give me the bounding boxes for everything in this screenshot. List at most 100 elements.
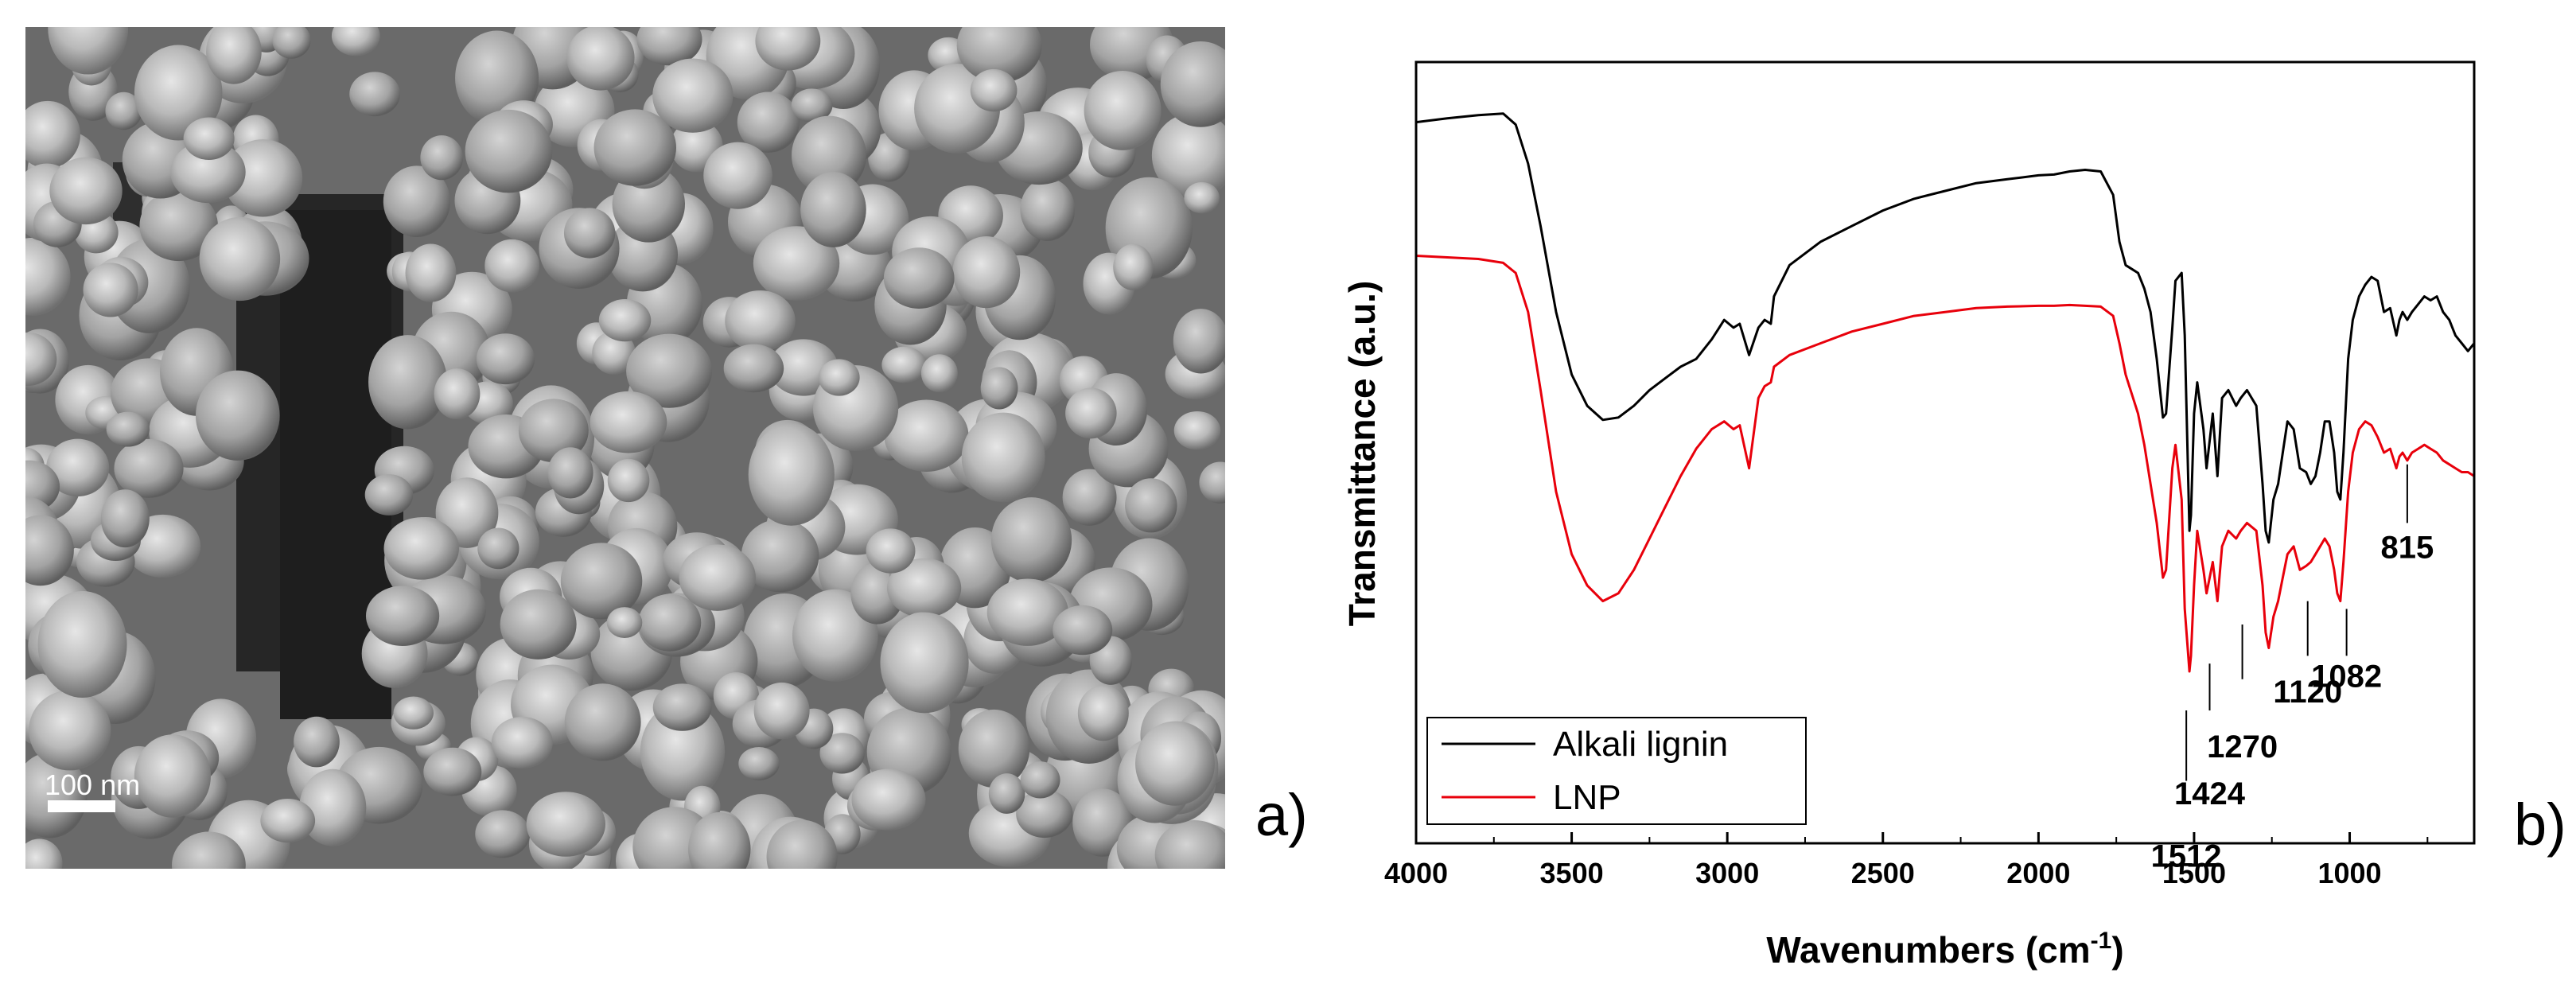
sem-particle xyxy=(753,682,810,740)
x-tick-label-2000: 2000 xyxy=(2006,857,2070,889)
sem-particle xyxy=(476,333,535,385)
x-tick-label-2500: 2500 xyxy=(1851,857,1915,889)
sem-particle xyxy=(484,239,540,293)
sem-particle xyxy=(766,819,838,869)
x-axis-ticks: 4000 3500 3000 2500 2000 1500 1000 xyxy=(1384,832,2429,889)
sem-particle xyxy=(491,716,553,769)
sem-particle xyxy=(791,115,866,195)
legend-box xyxy=(1426,717,1807,825)
sem-particle xyxy=(294,716,340,768)
sem-particle xyxy=(607,458,650,503)
sem-particle xyxy=(636,27,702,66)
sem-particle xyxy=(365,586,440,646)
sem-particle xyxy=(1184,181,1220,214)
sem-particle xyxy=(958,709,1030,788)
sem-particle xyxy=(791,88,833,123)
sem-particle xyxy=(364,474,414,516)
plot-frame xyxy=(1414,60,2476,845)
sem-particle xyxy=(1173,411,1221,450)
panel-label-a: a) xyxy=(1255,782,1308,848)
sem-particle xyxy=(741,519,819,593)
sem-particle xyxy=(1065,387,1117,439)
sem-particle xyxy=(134,734,211,818)
x-axis-label-unit-sup: -1 xyxy=(2091,928,2112,954)
sem-particle xyxy=(1020,177,1076,241)
sem-particle xyxy=(1154,820,1225,869)
sem-particle xyxy=(195,370,280,461)
sem-particle xyxy=(405,243,457,302)
sem-particle xyxy=(547,447,593,499)
sem-particle xyxy=(638,593,702,652)
legend-label-alkali-lignin: Alkali lignin xyxy=(1553,725,1728,764)
sem-particle xyxy=(1160,41,1225,127)
sem-particle xyxy=(25,100,80,169)
sem-particle xyxy=(48,27,129,75)
sem-particle xyxy=(393,696,434,730)
sem-particle xyxy=(920,354,958,393)
peak-label-1424: 1424 xyxy=(2174,776,2246,811)
sem-particle xyxy=(272,27,311,59)
sem-particle xyxy=(738,747,780,780)
sem-particle xyxy=(434,368,481,420)
sem-particle xyxy=(368,335,447,430)
sem-particle xyxy=(564,683,641,761)
sem-particle xyxy=(593,109,676,186)
sem-particle xyxy=(260,799,316,843)
x-tick-label-1000: 1000 xyxy=(2317,857,2381,889)
sem-particle xyxy=(139,189,218,262)
sem-particle xyxy=(25,332,57,387)
sem-particle xyxy=(223,139,303,217)
sem-particle xyxy=(881,346,927,383)
sem-particle xyxy=(331,27,380,56)
x-tick-label-3500: 3500 xyxy=(1540,857,1604,889)
series-layer xyxy=(1415,112,2476,673)
legend-label-lnp: LNP xyxy=(1553,778,1621,817)
sem-particle xyxy=(970,68,1018,112)
sem-particle xyxy=(988,773,1025,814)
sem-particle xyxy=(748,423,835,526)
sem-particle xyxy=(723,344,784,393)
sem-particle xyxy=(566,27,635,91)
sem-particle xyxy=(1173,309,1225,374)
sem-particle xyxy=(652,58,733,133)
sem-particle xyxy=(383,517,460,580)
sem-particle xyxy=(1151,112,1225,198)
sem-particle xyxy=(800,171,866,247)
sem-particle xyxy=(106,411,150,447)
x-axis-label-main: Wavenumbers xyxy=(1766,929,2015,971)
y-axis-label: Transmittance (a.u.) xyxy=(1341,281,1383,627)
sem-particle xyxy=(652,683,712,731)
series-line-alkali-lignin xyxy=(1415,112,2476,544)
peak-label-1512: 1512 xyxy=(2151,839,2222,874)
sem-particle xyxy=(105,91,142,130)
sem-particle xyxy=(956,27,1042,84)
sem-micrograph-image: 100 nm xyxy=(25,27,1225,869)
sem-particle xyxy=(29,690,111,771)
sem-particle xyxy=(1084,70,1162,150)
x-tick-label-4000: 4000 xyxy=(1384,857,1448,889)
sem-particle xyxy=(500,589,577,660)
sem-particle xyxy=(884,399,969,472)
sem-particle xyxy=(170,141,246,204)
peak-label-1270: 1270 xyxy=(2207,730,2278,765)
sem-particle xyxy=(563,208,616,259)
sem-particle xyxy=(1072,788,1133,857)
peak-label-1120: 1120 xyxy=(2273,675,2342,710)
series-line-lnp xyxy=(1415,255,2475,673)
sem-particle xyxy=(1062,469,1117,526)
x-tick-label-1500: 1500 xyxy=(2162,857,2226,889)
sem-particle xyxy=(640,702,726,801)
sem-particle xyxy=(679,544,756,611)
sem-particle xyxy=(598,299,652,342)
sem-particle xyxy=(755,27,821,71)
scale-bar-label: 100 nm xyxy=(45,768,140,801)
sem-particle xyxy=(25,237,71,316)
sem-micrograph: 100 nm xyxy=(25,27,1225,869)
sem-particle xyxy=(114,438,184,498)
sem-particle xyxy=(880,612,969,714)
sem-particle xyxy=(349,72,400,117)
peak-label-1082: 1082 xyxy=(2311,660,2382,695)
sem-particle xyxy=(299,768,367,846)
